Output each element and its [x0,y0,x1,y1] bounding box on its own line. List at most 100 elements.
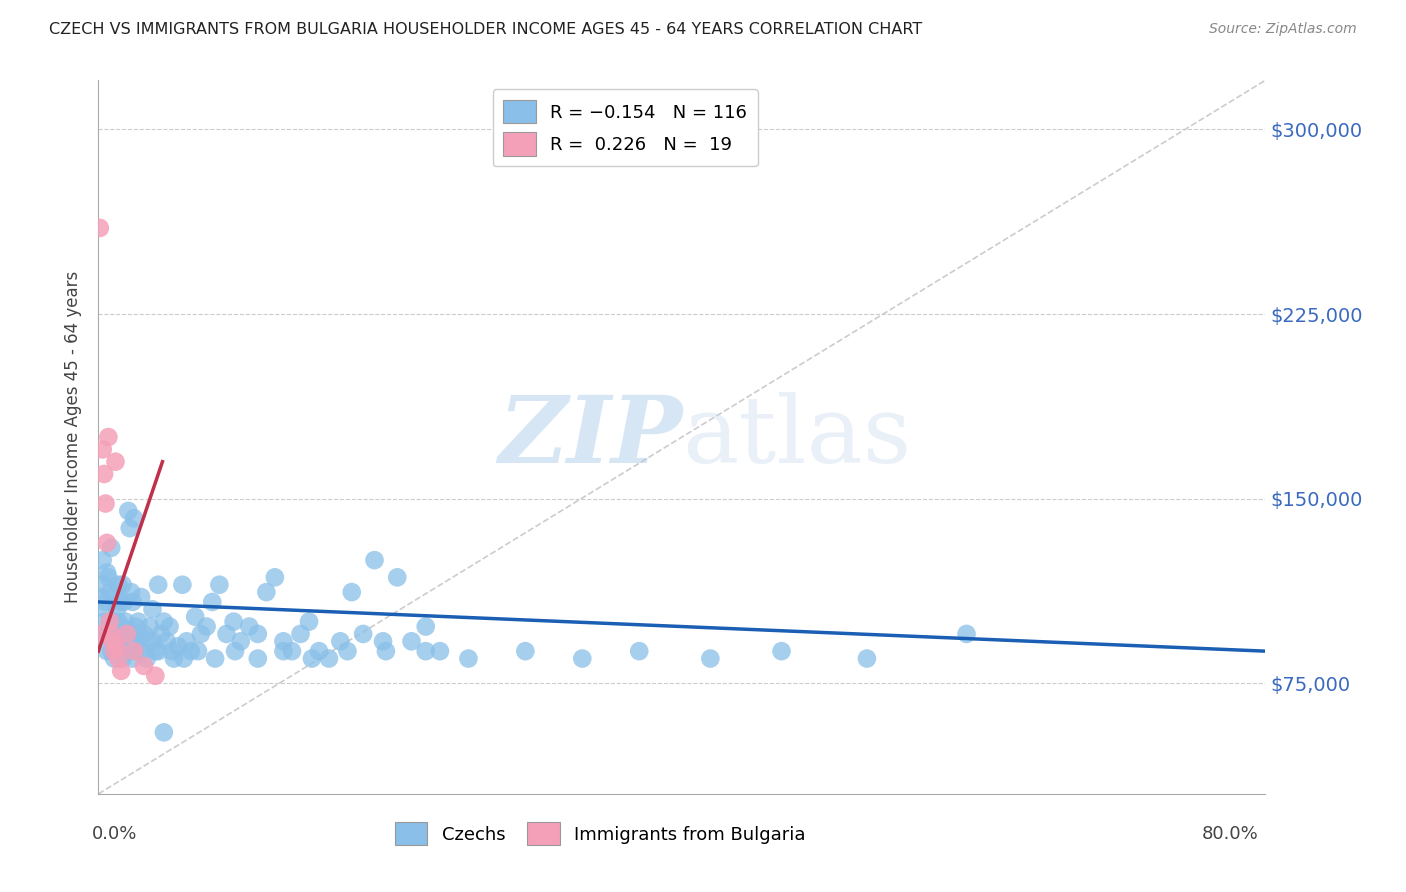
Point [246,627,269,641]
Point [110,619,132,633]
Point [352,627,374,641]
Point [120,585,142,599]
Text: 0.0%: 0.0% [91,825,136,843]
Point [98,615,121,629]
Point [176,634,198,648]
Point [141,602,163,616]
Point [105,627,128,641]
Point [105,639,128,653]
Point [515,644,537,658]
Text: ZIP: ZIP [498,392,682,482]
Point [127,615,149,629]
Point [91,553,114,567]
Point [415,619,437,633]
Point [387,570,409,584]
Point [135,651,157,665]
Point [97,627,120,641]
Point [127,627,149,641]
Point [371,634,394,648]
Point [141,634,163,648]
Point [290,627,312,641]
Point [143,644,166,658]
Point [363,553,385,567]
Point [103,651,125,665]
Point [457,651,479,665]
Point [238,619,260,633]
Point [129,644,152,658]
Point [107,615,129,629]
Point [94,602,117,616]
Point [163,651,186,665]
Point [254,585,277,599]
Point [112,644,135,658]
Point [856,651,879,665]
Point [122,511,145,525]
Point [156,634,179,648]
Point [94,496,117,510]
Point [97,430,120,444]
Point [104,455,127,469]
Point [184,609,207,624]
Point [114,627,136,641]
Point [173,651,195,665]
Point [340,585,363,599]
Point [124,619,146,633]
Point [246,651,269,665]
Point [150,627,173,641]
Point [103,644,125,658]
Point [90,590,112,604]
Point [115,644,138,658]
Point [159,619,181,633]
Point [91,442,114,457]
Point [96,644,118,658]
Point [97,570,120,584]
Point [112,595,135,609]
Point [308,644,330,658]
Point [98,615,121,629]
Point [429,644,451,658]
Point [100,644,122,658]
Point [108,634,131,648]
Point [111,578,134,592]
Point [132,627,155,641]
Point [374,644,396,658]
Point [104,644,127,658]
Point [101,634,124,648]
Point [132,659,155,673]
Text: 80.0%: 80.0% [1202,825,1258,843]
Point [118,634,141,648]
Point [187,644,209,658]
Point [273,644,295,658]
Point [415,644,437,658]
Point [167,639,190,653]
Point [111,651,134,665]
Point [101,615,124,629]
Point [122,644,145,658]
Point [229,634,252,648]
Point [273,634,295,648]
Point [172,578,194,592]
Point [208,578,231,592]
Point [100,541,122,555]
Point [148,578,170,592]
Point [110,644,132,658]
Point [699,651,721,665]
Point [90,627,112,641]
Point [162,644,184,658]
Point [121,651,143,665]
Point [628,644,651,658]
Point [107,578,129,592]
Point [100,627,122,641]
Point [93,467,115,481]
Point [114,615,136,629]
Point [105,602,128,616]
Point [180,644,202,658]
Point [215,627,238,641]
Point [107,651,129,665]
Point [336,644,359,658]
Point [89,221,111,235]
Point [201,595,224,609]
Point [125,634,148,648]
Point [115,627,138,641]
Point [571,651,593,665]
